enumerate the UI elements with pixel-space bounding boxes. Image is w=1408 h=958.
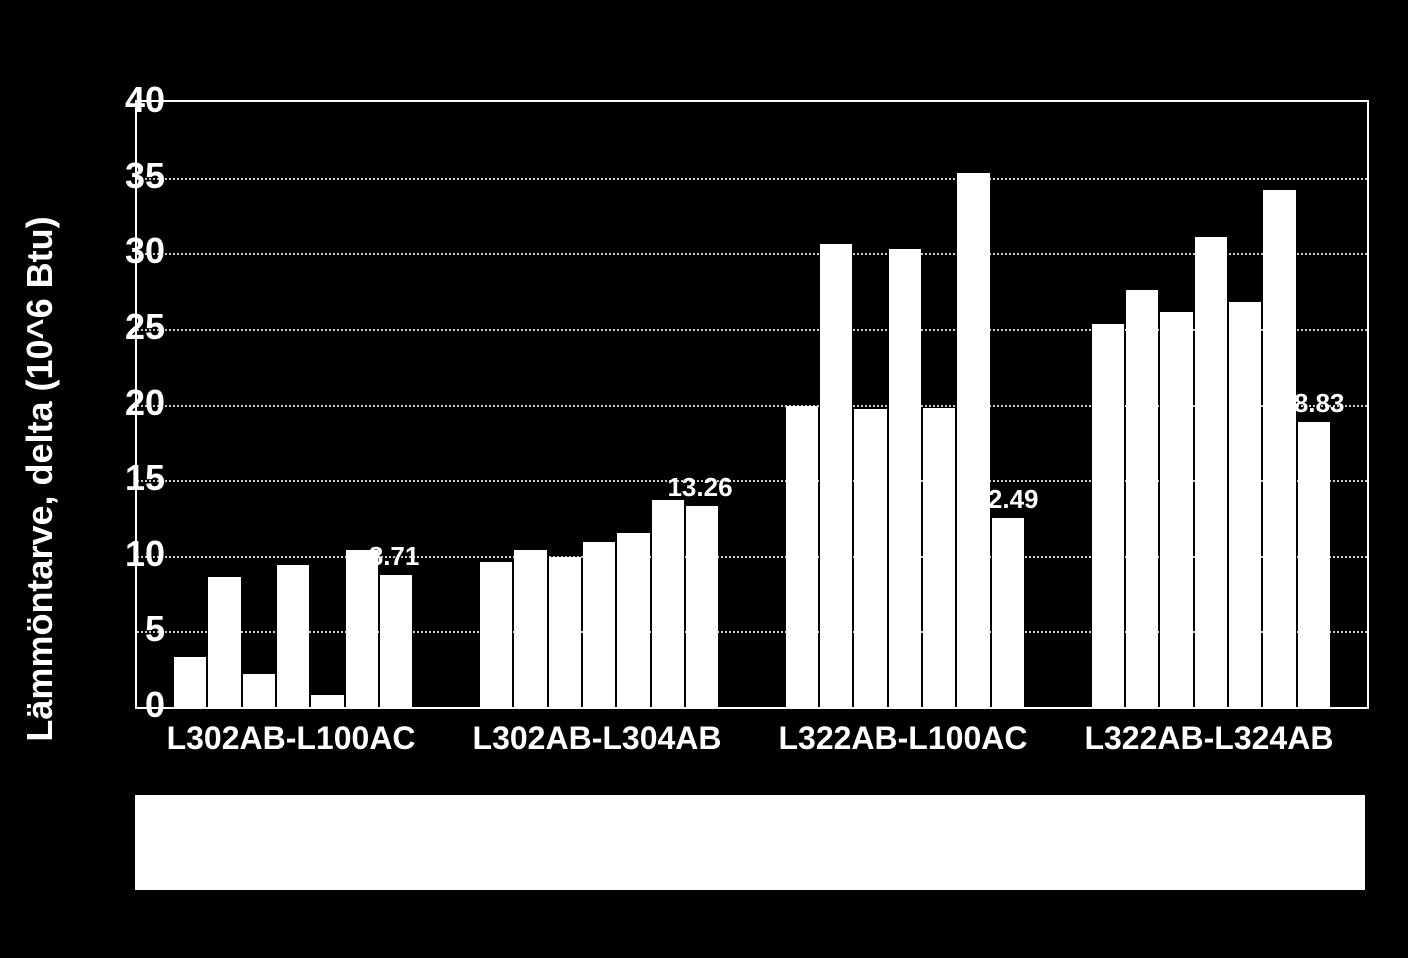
legend-box xyxy=(135,795,1365,890)
y-tick-label: 40 xyxy=(105,79,165,121)
x-category-label: L302AB-L100AC xyxy=(167,720,416,757)
bar xyxy=(686,506,718,707)
bar xyxy=(786,406,818,707)
bar xyxy=(549,557,581,707)
bar xyxy=(208,577,240,707)
bar xyxy=(1092,324,1124,707)
bar xyxy=(174,657,206,707)
bar xyxy=(1160,312,1192,707)
bar xyxy=(617,533,649,707)
bar xyxy=(311,695,343,707)
bar xyxy=(923,408,955,707)
bar xyxy=(889,249,921,707)
bar xyxy=(583,542,615,707)
data-label: 13.26 xyxy=(667,472,732,503)
bar xyxy=(277,565,309,707)
bar xyxy=(243,674,275,707)
y-tick-label: 35 xyxy=(105,155,165,197)
bar xyxy=(1195,237,1227,707)
bar xyxy=(1298,422,1330,707)
bar xyxy=(1126,290,1158,707)
plot-area xyxy=(135,100,1369,709)
bar xyxy=(652,500,684,707)
chart-container: Lämmöntarve, delta (10^6 Btu) 0 5 10 15 20 25… xyxy=(0,0,1408,958)
bar xyxy=(346,550,378,707)
y-tick-label: 5 xyxy=(105,608,165,650)
y-tick-label: 20 xyxy=(105,382,165,424)
bar xyxy=(957,173,989,707)
y-tick-label: 25 xyxy=(105,306,165,348)
bar xyxy=(1229,302,1261,707)
data-label: 18.83 xyxy=(1279,388,1344,419)
bar xyxy=(992,518,1024,707)
x-category-label: L302AB-L304AB xyxy=(473,720,722,757)
y-tick-label: 10 xyxy=(105,533,165,575)
bar xyxy=(820,244,852,707)
bar xyxy=(380,575,412,707)
data-label: 12.49 xyxy=(973,484,1038,515)
bars-layer xyxy=(137,102,1367,707)
data-label: 8.71 xyxy=(369,541,420,572)
y-axis-title: Lämmöntarve, delta (10^6 Btu) xyxy=(19,179,61,779)
y-tick-label: 15 xyxy=(105,457,165,499)
bar xyxy=(480,562,512,707)
bar xyxy=(514,550,546,707)
bar xyxy=(1263,190,1295,707)
x-category-label: L322AB-L100AC xyxy=(778,720,1027,757)
y-tick-label: 30 xyxy=(105,230,165,272)
bar xyxy=(854,409,886,707)
y-tick-label: 0 xyxy=(105,684,165,726)
x-category-label: L322AB-L324AB xyxy=(1084,720,1333,757)
